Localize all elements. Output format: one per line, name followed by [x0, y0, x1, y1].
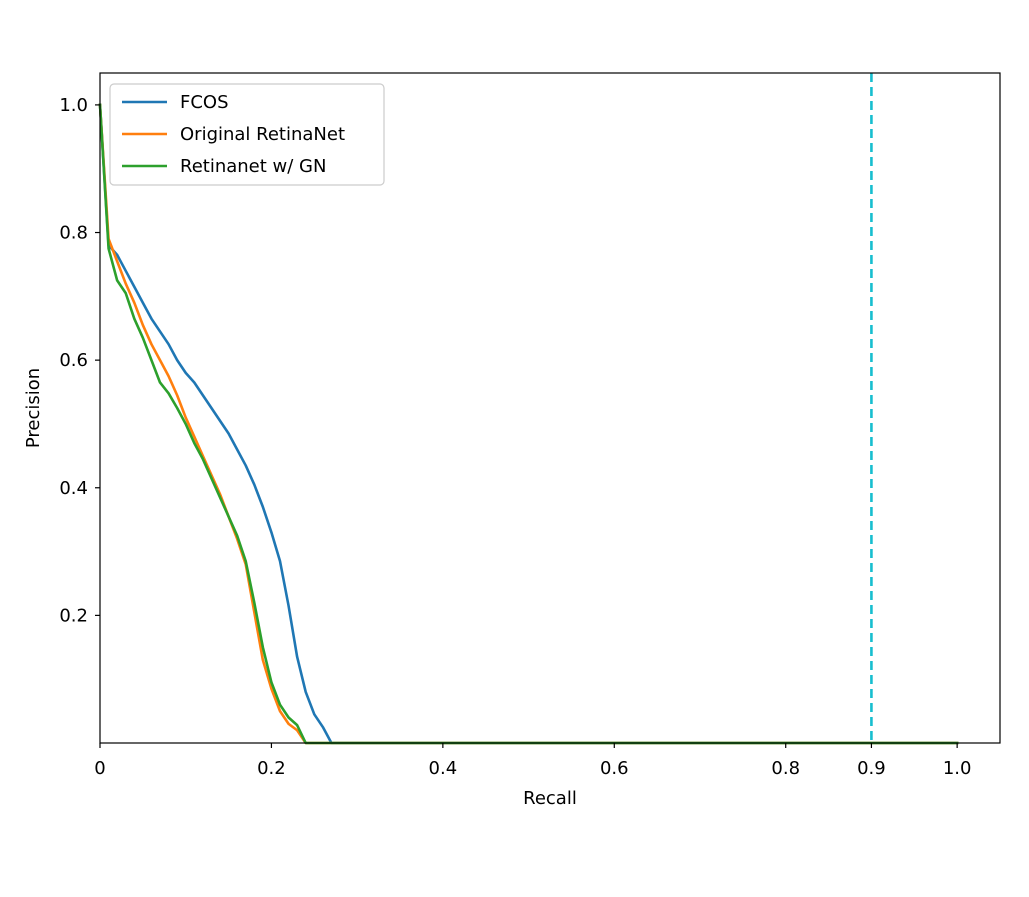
legend-label: Retinanet w/ GN [180, 156, 326, 177]
legend: FCOS Original RetinaNet Retinanet w/ GN [109, 83, 385, 186]
x-tick-label: 0.4 [429, 758, 458, 779]
x-tick-label: 0.2 [257, 758, 286, 779]
x-tick-label: 0.8 [771, 758, 800, 779]
y-tick-label: 0.8 [59, 223, 88, 244]
x-tick-label: 0.9 [857, 758, 886, 779]
y-tick-label: 1.0 [59, 95, 88, 116]
axis-ticks: 0 0.2 0.4 0.6 0.8 0.9 1.0 0.2 0.4 0.6 0.8 1.0 [59, 95, 971, 779]
axes-frame [99, 72, 1001, 744]
y-axis-title: Precision [23, 368, 44, 448]
x-tick-label: 0 [94, 758, 105, 779]
x-tick-label: 0.6 [600, 758, 629, 779]
y-tick-label: 0.2 [59, 605, 88, 626]
x-axis-title: Recall [523, 788, 577, 809]
legend-label: Original RetinaNet [180, 124, 345, 145]
x-tick-label: 1.0 [943, 758, 972, 779]
legend-label: FCOS [180, 92, 229, 113]
y-tick-label: 0.6 [59, 350, 88, 371]
y-tick-label: 0.4 [59, 478, 88, 499]
legend-box [109, 83, 385, 186]
